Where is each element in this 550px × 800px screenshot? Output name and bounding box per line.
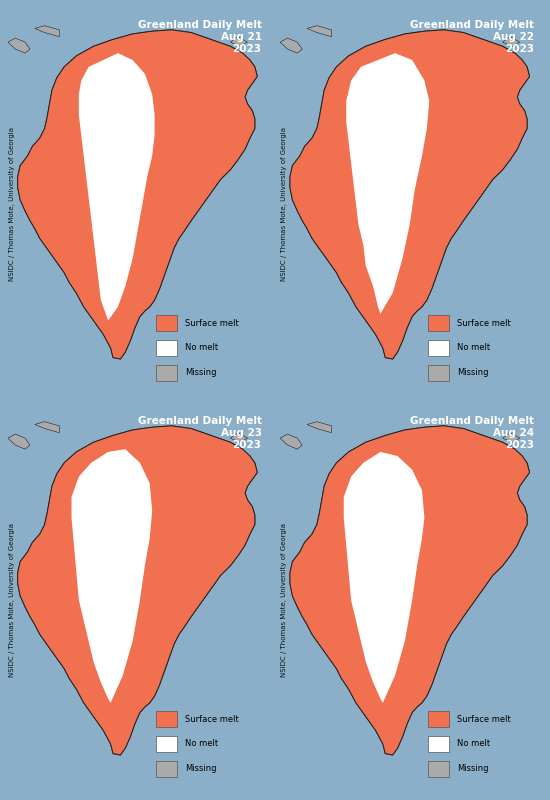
Polygon shape <box>18 426 257 755</box>
Text: Surface melt: Surface melt <box>185 714 239 723</box>
Polygon shape <box>290 30 530 359</box>
Text: Missing: Missing <box>457 765 489 774</box>
Polygon shape <box>18 426 257 755</box>
Text: No melt: No melt <box>185 739 218 749</box>
FancyBboxPatch shape <box>428 711 449 727</box>
Polygon shape <box>8 38 30 53</box>
Text: NSIDC / Thomas Mote, University of Georgia: NSIDC / Thomas Mote, University of Georg… <box>282 127 287 281</box>
Polygon shape <box>344 452 425 703</box>
Text: Missing: Missing <box>185 765 217 774</box>
Polygon shape <box>307 26 332 37</box>
Polygon shape <box>346 53 430 314</box>
Polygon shape <box>8 434 30 449</box>
Polygon shape <box>230 37 248 46</box>
Text: NSIDC / Thomas Mote, University of Georgia: NSIDC / Thomas Mote, University of Georg… <box>282 523 287 677</box>
Polygon shape <box>72 449 152 703</box>
FancyBboxPatch shape <box>156 711 177 727</box>
Polygon shape <box>503 433 520 442</box>
FancyBboxPatch shape <box>156 315 177 331</box>
Polygon shape <box>18 30 257 359</box>
Polygon shape <box>35 422 59 433</box>
Text: Greenland Daily Melt
Aug 22
2023: Greenland Daily Melt Aug 22 2023 <box>410 20 534 54</box>
Text: NSIDC / Thomas Mote, University of Georgia: NSIDC / Thomas Mote, University of Georg… <box>9 523 15 677</box>
Text: No melt: No melt <box>457 739 491 749</box>
FancyBboxPatch shape <box>156 736 177 752</box>
Text: No melt: No melt <box>457 343 491 353</box>
FancyBboxPatch shape <box>428 315 449 331</box>
FancyBboxPatch shape <box>428 736 449 752</box>
Polygon shape <box>230 433 248 442</box>
Text: No melt: No melt <box>185 343 218 353</box>
Text: Surface melt: Surface melt <box>185 318 239 327</box>
Polygon shape <box>280 434 302 449</box>
Polygon shape <box>79 53 155 321</box>
Polygon shape <box>18 30 257 359</box>
Text: Greenland Daily Melt
Aug 24
2023: Greenland Daily Melt Aug 24 2023 <box>410 416 534 450</box>
Text: NSIDC / Thomas Mote, University of Georgia: NSIDC / Thomas Mote, University of Georg… <box>9 127 15 281</box>
Text: Missing: Missing <box>185 369 217 378</box>
FancyBboxPatch shape <box>156 340 177 356</box>
Polygon shape <box>290 30 530 359</box>
Text: Greenland Daily Melt
Aug 23
2023: Greenland Daily Melt Aug 23 2023 <box>138 416 262 450</box>
Polygon shape <box>290 426 530 755</box>
FancyBboxPatch shape <box>428 340 449 356</box>
Polygon shape <box>307 422 332 433</box>
Text: Missing: Missing <box>457 369 489 378</box>
FancyBboxPatch shape <box>156 761 177 777</box>
Polygon shape <box>280 38 302 53</box>
FancyBboxPatch shape <box>428 761 449 777</box>
Text: Surface melt: Surface melt <box>457 714 511 723</box>
FancyBboxPatch shape <box>428 365 449 381</box>
Text: Greenland Daily Melt
Aug 21
2023: Greenland Daily Melt Aug 21 2023 <box>138 20 262 54</box>
FancyBboxPatch shape <box>156 365 177 381</box>
Text: Surface melt: Surface melt <box>457 318 511 327</box>
Polygon shape <box>290 426 530 755</box>
Polygon shape <box>503 37 520 46</box>
Polygon shape <box>35 26 59 37</box>
